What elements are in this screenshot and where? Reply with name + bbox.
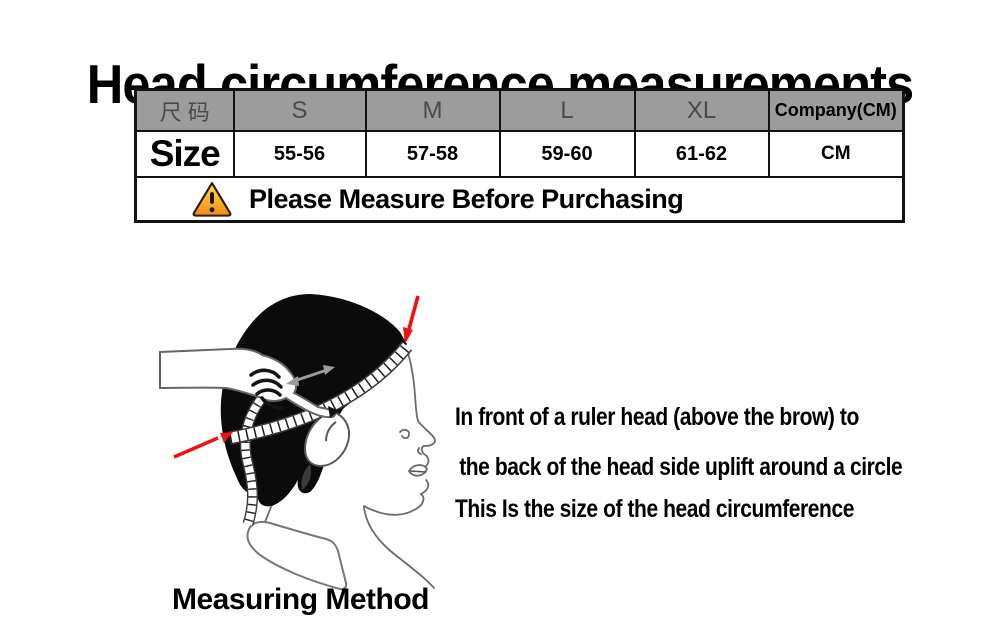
measuring-tape: [228, 341, 413, 445]
cell-size-label: Size: [134, 130, 235, 178]
header-cell-m: M: [364, 88, 501, 132]
warning-triangle-icon: [189, 181, 235, 217]
measuring-instructions: In front of a ruler head (above the brow…: [455, 403, 993, 524]
lips-sketch: [407, 464, 428, 477]
cell-size-m: 57-58: [364, 130, 501, 178]
header-cell-s: S: [232, 88, 367, 132]
purchase-notice-text: Please Measure Before Purchasing: [249, 183, 684, 214]
header-cell-company-cm: Company(CM): [767, 88, 905, 132]
header-cell-size-cjk: 尺 码: [134, 88, 235, 132]
header-cell-xl: XL: [633, 88, 770, 132]
tape-direction-arrow: [286, 365, 335, 386]
size-chart-table: 尺 码 S M L XL Company(CM) Size 55-56 57-5…: [134, 88, 905, 223]
size-chart-notice-row: Please Measure Before Purchasing: [134, 176, 905, 223]
hair-silhouette: [220, 294, 407, 507]
instruction-line-1: In front of a ruler head (above the brow…: [455, 403, 859, 431]
measuring-hand: [159, 347, 339, 419]
header-cell-l: L: [498, 88, 636, 132]
head-measuring-illustration: [159, 294, 436, 591]
diagram-caption: Measuring Method: [172, 583, 430, 616]
collar-sketch: [246, 520, 348, 591]
instruction-line-2: the back of the head side uplift around …: [459, 453, 903, 481]
red-arrow-back-of-head: [173, 432, 233, 459]
instruction-line-3: This Is the size of the head circumferen…: [455, 495, 854, 523]
red-arrow-forehead: [403, 295, 420, 344]
cell-size-l: 59-60: [498, 130, 636, 178]
size-chart-values-row: Size 55-56 57-58 59-60 61-62 CM: [134, 130, 905, 178]
cell-unit-cm: CM: [767, 130, 905, 178]
face-profile-sketch: [262, 345, 436, 589]
cell-size-xl: 61-62: [633, 130, 770, 178]
cell-size-s: 55-56: [232, 130, 367, 178]
tape-dangling-end: [239, 394, 267, 526]
size-chart-header-row: 尺 码 S M L XL Company(CM): [134, 88, 905, 132]
